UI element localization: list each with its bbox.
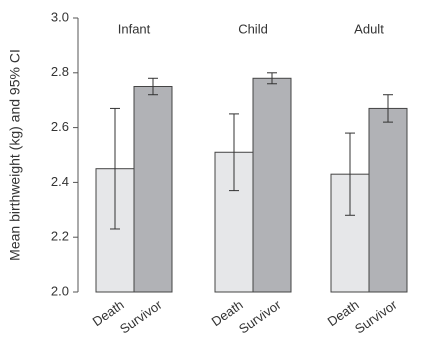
x-tick-label: Survivor bbox=[352, 297, 400, 337]
y-tick-label: 2.0 bbox=[51, 283, 69, 298]
y-tick-label: 2.6 bbox=[51, 119, 69, 134]
y-tick-label: 2.4 bbox=[51, 174, 69, 189]
bar bbox=[133, 86, 173, 293]
bar bbox=[368, 107, 408, 293]
y-tick-label: 2.8 bbox=[51, 64, 69, 79]
error-bar bbox=[267, 72, 277, 85]
error-bar bbox=[110, 107, 120, 230]
y-tick-label: 2.2 bbox=[51, 229, 69, 244]
group-label: Child bbox=[238, 21, 268, 36]
y-tick-label: 3.0 bbox=[51, 9, 69, 24]
error-bar bbox=[229, 113, 239, 192]
x-tick-label: Survivor bbox=[236, 297, 284, 337]
error-bar bbox=[148, 77, 158, 96]
error-bar bbox=[383, 94, 393, 123]
bar bbox=[252, 77, 292, 293]
group-label: Infant bbox=[118, 21, 151, 36]
group-label: Adult bbox=[354, 21, 384, 36]
error-bar bbox=[345, 132, 355, 216]
y-axis-label: Mean birthweight (kg) and 95% CI bbox=[7, 49, 23, 261]
x-tick-label: Survivor bbox=[117, 297, 165, 337]
